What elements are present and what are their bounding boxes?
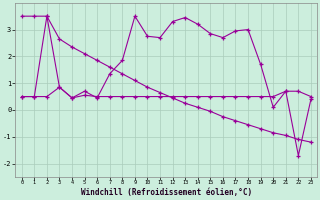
X-axis label: Windchill (Refroidissement éolien,°C): Windchill (Refroidissement éolien,°C) xyxy=(81,188,252,197)
